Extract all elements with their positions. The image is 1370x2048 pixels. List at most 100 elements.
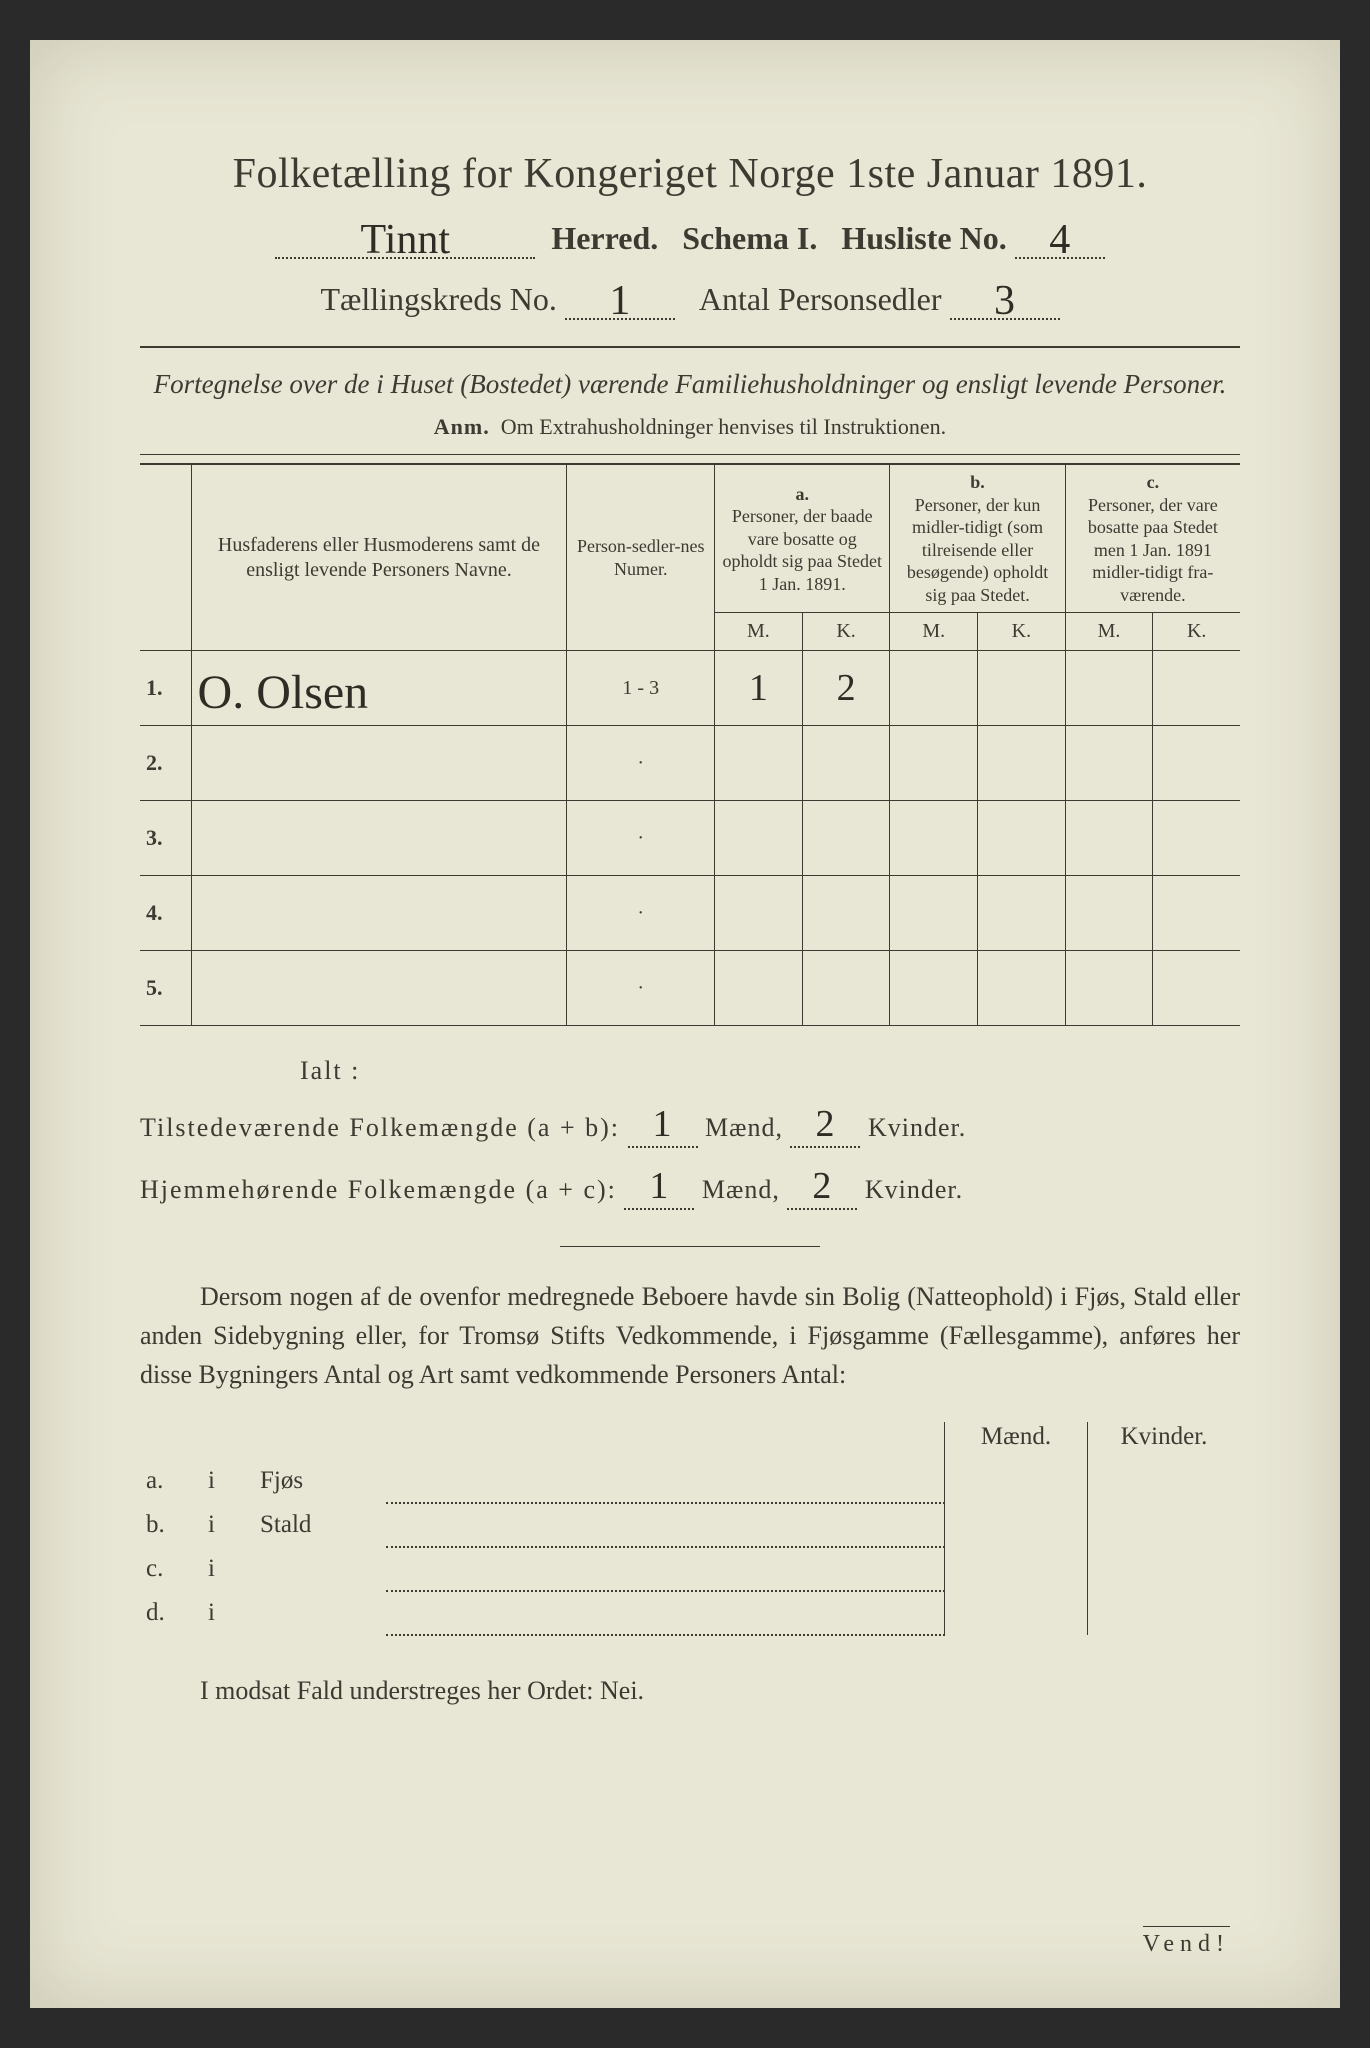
table-row: 2. · [140,726,1240,801]
header-line-1: Tinnt Herred. Schema I. Husliste No. 4 [140,218,1240,259]
c-k [1153,651,1240,726]
col-a-k: K. [802,613,890,651]
bld-what [254,1591,386,1635]
building-paragraph: Dersom nogen af de ovenfor medregnede Be… [140,1277,1240,1394]
b-k [978,801,1066,876]
divider [140,346,1240,348]
name-cell: O. Olsen [191,651,567,726]
c-k [1153,726,1240,801]
buildings-table: Mænd. Kvinder. a.iFjøsb.iStaldc.id.i [140,1422,1240,1636]
husliste-label: Husliste No. [841,220,1006,256]
bld-dots [386,1591,945,1635]
col-c-k: K. [1153,613,1240,651]
building-row: b.iStald [140,1503,1240,1547]
vend-label: Vend! [1143,1926,1230,1958]
col-name: Husfaderens eller Husmoderens samt de en… [191,464,567,651]
name-cell [191,726,567,801]
kreds-value: 1 [609,278,630,324]
anm-label: Anm. [434,414,490,439]
row-number: 4. [140,876,191,951]
page-wrap: Folketælling for Kongeriget Norge 1ste J… [0,0,1370,2048]
name-cell [191,951,567,1026]
col-sedler: Person-sedler-nes Numer. [567,464,715,651]
bld-kvinder [1088,1591,1241,1635]
ialt-block: Ialt : Tilstedeværende Folkemængde (a + … [140,1056,1240,1210]
b-k [978,651,1066,726]
sedler-cell: · [567,876,715,951]
ialt-row-1: Tilstedeværende Folkemængde (a + b): 1 M… [140,1102,1240,1148]
husliste-value: 4 [1049,217,1070,263]
sedler-cell: 1 - 3 [567,651,715,726]
building-row: a.iFjøs [140,1459,1240,1503]
bld-maend [945,1547,1088,1591]
bld-lab: c. [140,1547,202,1591]
sedler-cell: · [567,801,715,876]
bld-lab: a. [140,1459,202,1503]
table-row: 1.O. Olsen1 - 312 [140,651,1240,726]
divider [140,454,1240,455]
a-m [715,876,803,951]
c-k [1153,951,1240,1026]
bld-i: i [202,1503,254,1547]
anm-text: Om Extrahusholdninger henvises til Instr… [501,414,946,439]
a-k: 2 [802,651,890,726]
table-row: 4. · [140,876,1240,951]
bld-dots [386,1459,945,1503]
c-m [1065,726,1153,801]
bld-maend [945,1503,1088,1547]
b-m [890,726,978,801]
a-m: 1 [715,651,803,726]
building-row: d.i [140,1591,1240,1635]
b-k [978,726,1066,801]
b-m [890,876,978,951]
bld-what: Fjøs [254,1459,386,1503]
bld-dots [386,1547,945,1591]
bld-what: Stald [254,1503,386,1547]
c-m [1065,651,1153,726]
c-k [1153,801,1240,876]
b-m [890,951,978,1026]
name-cell [191,801,567,876]
bld-dots [386,1503,945,1547]
c-k [1153,876,1240,951]
col-b-m: M. [890,613,978,651]
bld-col-maend: Mænd. [945,1422,1088,1459]
page-title: Folketælling for Kongeriget Norge 1ste J… [140,150,1240,198]
a-k [802,951,890,1026]
b-m [890,801,978,876]
building-row: c.i [140,1547,1240,1591]
schema-label: Schema I. [682,220,817,256]
ialt-heading: Ialt : [300,1056,1240,1086]
antal-value: 3 [994,278,1015,324]
col-group-c: c. Personer, der vare bosatte paa Stedet… [1065,464,1240,613]
nei-line: I modsat Fald understreges her Ordet: Ne… [140,1676,1240,1706]
bld-what [254,1547,386,1591]
bld-lab: b. [140,1503,202,1547]
b-m [890,651,978,726]
a-k [802,726,890,801]
a-m [715,726,803,801]
bld-i: i [202,1591,254,1635]
bld-kvinder [1088,1547,1241,1591]
bld-kvinder [1088,1503,1241,1547]
a-m [715,951,803,1026]
table-row: 5.· [140,951,1240,1026]
a-k [802,876,890,951]
col-group-a: a. Personer, der baade vare bosatte og o… [715,464,890,613]
anm-line: Anm. Om Extrahusholdninger henvises til … [140,414,1240,440]
c-m [1065,876,1153,951]
antal-label: Antal Personsedler [699,281,942,317]
bld-i: i [202,1459,254,1503]
bld-maend [945,1459,1088,1503]
col-b-k: K. [978,613,1066,651]
herred-value: Tinnt [361,217,451,263]
ialt-row-2: Hjemmehørende Folkemængde (a + c): 1 Mæn… [140,1164,1240,1210]
c-m [1065,801,1153,876]
bld-col-kvinder: Kvinder. [1088,1422,1241,1459]
row-number: 5. [140,951,191,1026]
document-page: Folketælling for Kongeriget Norge 1ste J… [30,40,1340,2008]
a-m [715,801,803,876]
row-number: 2. [140,726,191,801]
sedler-cell: · [567,726,715,801]
a-k [802,801,890,876]
